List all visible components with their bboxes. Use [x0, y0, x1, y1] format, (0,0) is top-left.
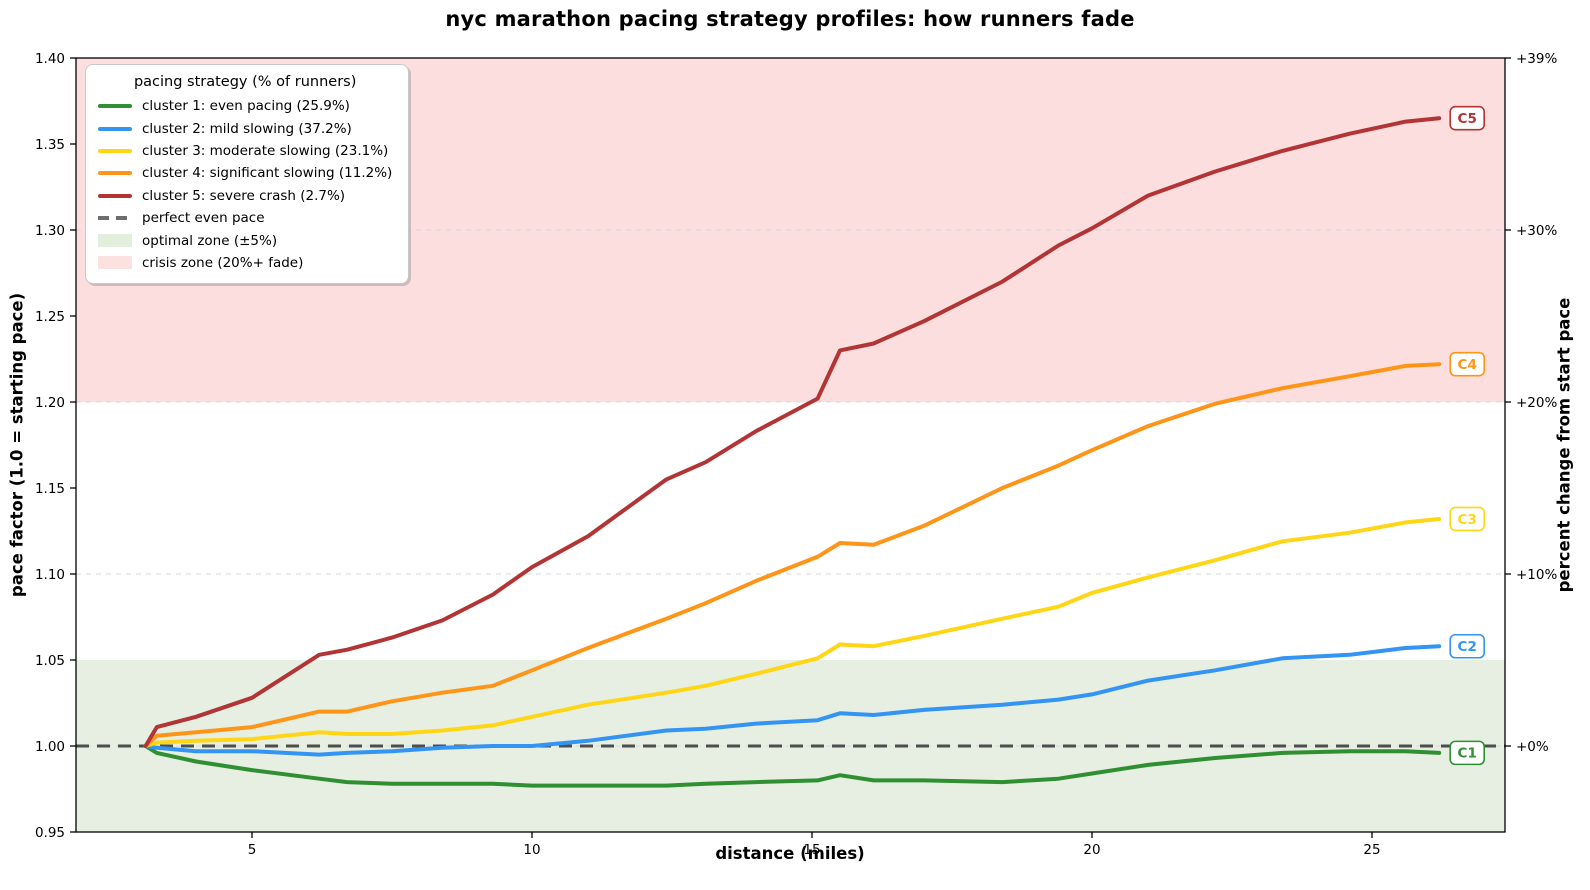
y-tick-label-right: +30%: [1516, 223, 1557, 239]
legend-item-label: perfect even pace: [142, 210, 265, 227]
end-label-box-c1: [1449, 740, 1486, 766]
y-tick-label-left: 1.20: [35, 395, 65, 411]
y-tick-label-left: 1.35: [35, 137, 65, 153]
y-tick-label-left: 1.30: [35, 223, 65, 239]
y-tick-label-right: +39%: [1516, 51, 1557, 67]
series-line-c4: [143, 362, 1442, 748]
y-axis-label-left: pace factor (1.0 = starting pace): [7, 292, 27, 598]
legend-dashed-line-swatch: [98, 216, 132, 221]
x-tick-label: 15: [803, 842, 820, 858]
legend-line-swatch-c1: [98, 104, 132, 109]
legend-item-extra-2: crisis zone (20%+ fade): [98, 252, 392, 274]
legend-item-label: optimal zone (±5%): [142, 232, 278, 249]
y-tick-label-left: 1.00: [35, 739, 65, 755]
legend-zone-patch-swatch: [98, 256, 132, 270]
y-tick-label-left: 1.40: [35, 51, 65, 67]
end-label-box-c3: [1449, 506, 1486, 532]
legend: pacing strategy (% of runners) cluster 1…: [85, 64, 410, 285]
y-tick-label-left: 1.10: [35, 567, 65, 583]
x-tick-label: 20: [1083, 842, 1100, 858]
legend-title: pacing strategy (% of runners): [133, 74, 357, 90]
end-label-box-c2: [1449, 633, 1486, 659]
y-tick-label-right: +20%: [1516, 395, 1557, 411]
series-line-c3: [143, 517, 1442, 748]
legend-zone-patch-swatch: [98, 234, 132, 248]
legend-item-c3: cluster 3: moderate slowing (23.1%): [98, 140, 392, 162]
legend-item-extra-0: perfect even pace: [98, 207, 392, 229]
end-label-c4: C4: [1458, 357, 1477, 373]
legend-item-label: cluster 5: severe crash (2.7%): [142, 187, 346, 204]
y-tick-label-left: 1.25: [35, 309, 65, 325]
series-line-c2: [143, 644, 1442, 757]
legend-line-swatch-c5: [98, 193, 132, 198]
legend-item-c1: cluster 1: even pacing (25.9%): [98, 95, 392, 117]
y-tick-label-right: +0%: [1516, 739, 1549, 755]
x-tick-label: 5: [248, 842, 257, 858]
end-label-c2: C2: [1458, 639, 1477, 655]
chart-title: nyc marathon pacing strategy profiles: h…: [445, 7, 1135, 31]
y-tick-label-left: 1.15: [35, 481, 65, 497]
legend-items: cluster 1: even pacing (25.9%) cluster 2:…: [98, 95, 392, 274]
series-line-c5: [143, 116, 1442, 748]
end-label-box-c5: [1449, 105, 1486, 131]
legend-line-swatch-c3: [98, 148, 132, 153]
legend-item-c2: cluster 2: mild slowing (37.2%): [98, 117, 392, 139]
plot-frame: [75, 57, 1506, 833]
legend-item-label: cluster 1: even pacing (25.9%): [142, 98, 350, 115]
end-label-c3: C3: [1458, 512, 1477, 528]
end-label-c1: C1: [1458, 746, 1477, 762]
x-tick-label: 25: [1363, 842, 1380, 858]
legend-line-swatch-c2: [98, 126, 132, 131]
x-axis-label: distance (miles): [715, 844, 865, 863]
legend-item-label: cluster 4: significant slowing (11.2%): [142, 165, 393, 182]
legend-item-label: cluster 2: mild slowing (37.2%): [142, 120, 352, 137]
legend-item-c5: cluster 5: severe crash (2.7%): [98, 185, 392, 207]
series-line-c1: [143, 744, 1442, 788]
legend-item-label: cluster 3: moderate slowing (23.1%): [142, 142, 389, 159]
end-label-c5: C5: [1458, 111, 1477, 127]
x-tick-label: 10: [523, 842, 540, 858]
legend-line-swatch-c4: [98, 171, 132, 176]
y-tick-label-right: +10%: [1516, 567, 1557, 583]
legend-item-label: crisis zone (20%+ fade): [142, 254, 304, 271]
y-axis-label-right: percent change from start pace: [1554, 297, 1574, 593]
y-tick-label-left: 1.05: [35, 653, 65, 669]
legend-item-c4: cluster 4: significant slowing (11.2%): [98, 162, 392, 184]
y-tick-label-left: 0.95: [35, 825, 65, 841]
legend-item-extra-1: optimal zone (±5%): [98, 229, 392, 251]
end-label-box-c4: [1449, 351, 1486, 377]
